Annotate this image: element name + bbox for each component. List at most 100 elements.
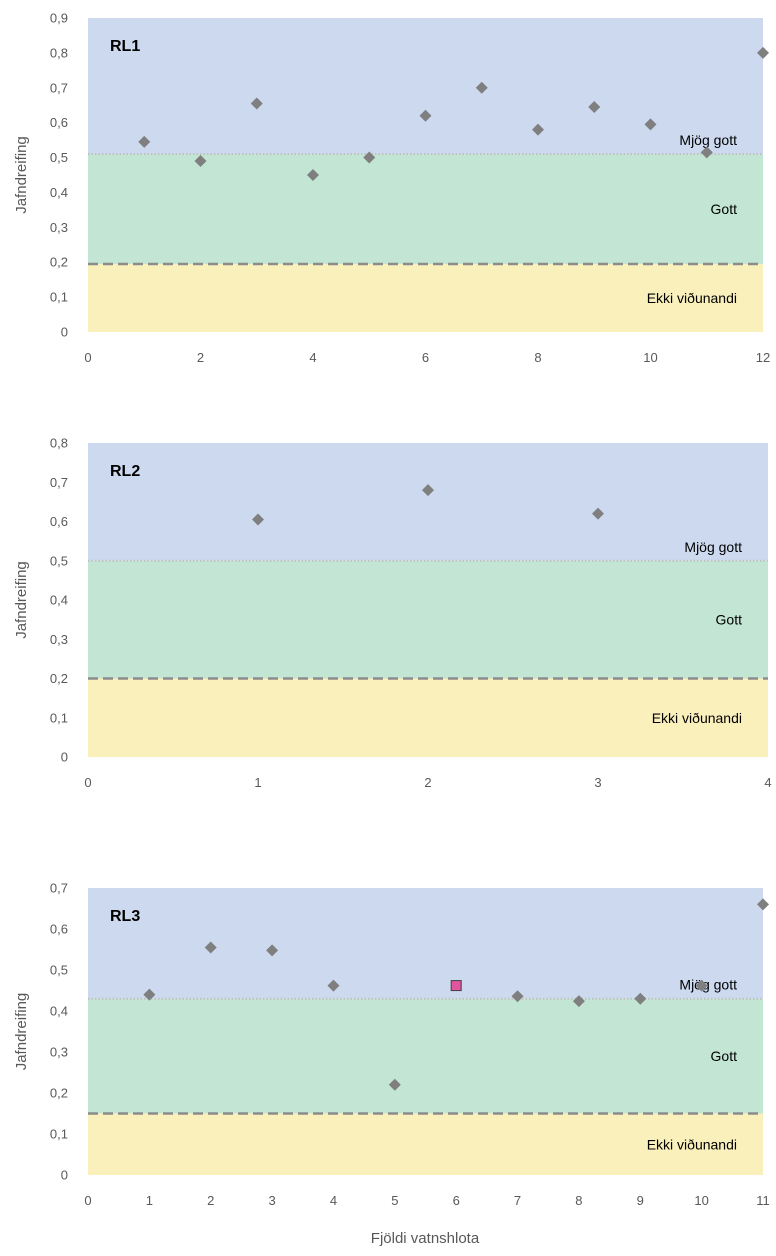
x-tick-label: 4 — [309, 350, 316, 365]
x-tick-label: 1 — [254, 775, 261, 790]
data-point — [388, 1078, 401, 1091]
data-point — [250, 97, 263, 110]
panel-rl1: 0 0,1 0,2 0,3 0,4 0,5 0,6 0,7 0,8 0,9 0 2 4 6 8 10 12 Jaf… — [13, 11, 770, 366]
data-point — [204, 941, 217, 954]
x-tick-label: 2 — [424, 775, 431, 790]
data-point — [307, 169, 319, 181]
y-tick-label: 0,2 — [50, 671, 68, 686]
data-point — [592, 507, 604, 520]
y-tick-label: 0,9 — [50, 11, 68, 26]
good-zone — [88, 154, 763, 264]
x-tick-label: 2 — [197, 350, 204, 365]
x-tick-label: 6 — [422, 350, 429, 365]
data-point — [588, 100, 601, 113]
data-point — [143, 988, 156, 1001]
good-zone — [88, 998, 763, 1114]
y-axis-label: Jafndreifing — [13, 136, 30, 214]
data-point — [757, 46, 769, 59]
y-tick-label: 0,2 — [50, 255, 68, 270]
data-point — [266, 944, 279, 957]
panel-rl2: 0 0,1 0,2 0,3 0,4 0,5 0,6 0,7 0,8 0 1 2 3 4 Jafndreifi… — [13, 436, 772, 791]
x-tick-label: 10 — [694, 1193, 708, 1208]
not-acceptable-zone — [88, 1113, 763, 1175]
data-point — [757, 898, 769, 911]
panel-title: RL1 — [110, 38, 140, 55]
y-tick-label: 0,5 — [50, 963, 68, 978]
y-tick-label: 0,1 — [50, 1127, 68, 1142]
zone-label-very-good: Mjög gott — [679, 977, 737, 993]
data-point — [422, 484, 434, 497]
zone-label-not-acceptable: Ekki viðunandi — [647, 290, 737, 306]
x-tick-label: 1 — [146, 1193, 153, 1208]
data-point-highlight — [450, 980, 462, 992]
very-good-zone — [88, 888, 763, 999]
y-tick-label: 0,7 — [50, 881, 68, 896]
y-tick-label: 0,4 — [50, 593, 68, 608]
data-point — [532, 123, 544, 136]
x-tick-label: 5 — [391, 1193, 398, 1208]
y-tick-label: 0,6 — [50, 514, 68, 529]
y-tick-label: 0,8 — [50, 45, 68, 60]
data-point — [511, 990, 524, 1003]
x-tick-label: 0 — [84, 775, 91, 790]
very-good-zone — [88, 18, 763, 155]
y-tick-label: 0,3 — [50, 220, 68, 235]
y-tick-label: 0,7 — [50, 475, 68, 490]
panel-rl3: 0 0,1 0,2 0,3 0,4 0,5 0,6 0,7 0 1 2 3 4 5 6 7 8 9 10 11 Jafn… — [13, 881, 770, 1209]
y-tick-label: 0,1 — [50, 710, 68, 725]
data-point — [475, 81, 488, 94]
data-point — [644, 118, 657, 131]
not-acceptable-zone — [88, 263, 763, 332]
y-tick-label: 0,8 — [50, 436, 68, 451]
y-tick-label: 0 — [61, 1168, 68, 1183]
zone-label-good: Gott — [711, 201, 738, 217]
panel-title: RL3 — [110, 908, 140, 925]
data-point — [194, 155, 207, 168]
data-point — [419, 109, 432, 122]
x-axis-label: Fjöldi vatnshlota — [371, 1230, 480, 1247]
data-point — [572, 995, 585, 1008]
x-tick-label: 3 — [268, 1193, 275, 1208]
x-tick-label: 9 — [637, 1193, 644, 1208]
y-tick-label: 0,5 — [50, 553, 68, 568]
x-tick-label: 8 — [534, 350, 541, 365]
x-tick-label: 8 — [575, 1193, 582, 1208]
x-tick-label: 0 — [84, 1193, 91, 1208]
x-tick-label: 12 — [756, 350, 770, 365]
data-point — [700, 146, 713, 159]
y-tick-label: 0,3 — [50, 632, 68, 647]
y-tick-label: 0,6 — [50, 922, 68, 937]
y-tick-label: 0,3 — [50, 1045, 68, 1060]
data-point — [327, 979, 340, 992]
zone-label-not-acceptable: Ekki viðunandi — [647, 1136, 737, 1152]
y-tick-label: 0,4 — [50, 1004, 68, 1019]
x-tick-label: 6 — [453, 1193, 460, 1208]
not-acceptable-zone — [88, 678, 768, 757]
y-tick-label: 0,4 — [50, 185, 68, 200]
y-axis-label: Jafndreifing — [13, 561, 30, 639]
zone-label-very-good: Mjög gott — [684, 539, 742, 555]
zone-label-good: Gott — [716, 612, 743, 628]
y-tick-label: 0,7 — [50, 80, 68, 95]
data-point — [138, 135, 151, 148]
y-tick-label: 0,2 — [50, 1086, 68, 1101]
y-tick-label: 0,6 — [50, 115, 68, 130]
data-point — [634, 992, 647, 1005]
zone-label-very-good: Mjög gott — [679, 132, 737, 148]
x-tick-label: 11 — [756, 1193, 770, 1208]
data-point — [252, 513, 264, 526]
data-point — [363, 151, 376, 164]
zone-label-not-acceptable: Ekki viðunandi — [652, 710, 742, 726]
good-zone — [88, 560, 768, 679]
y-axis-label: Jafndreifing — [13, 993, 30, 1071]
y-tick-label: 0,5 — [50, 150, 68, 165]
x-tick-label: 7 — [514, 1193, 521, 1208]
x-tick-label: 10 — [643, 350, 657, 365]
very-good-zone — [88, 443, 768, 561]
zone-label-good: Gott — [711, 1048, 738, 1064]
y-tick-label: 0,1 — [50, 290, 68, 305]
y-tick-label: 0 — [61, 325, 68, 340]
x-tick-label: 3 — [594, 775, 601, 790]
x-tick-label: 2 — [207, 1193, 214, 1208]
